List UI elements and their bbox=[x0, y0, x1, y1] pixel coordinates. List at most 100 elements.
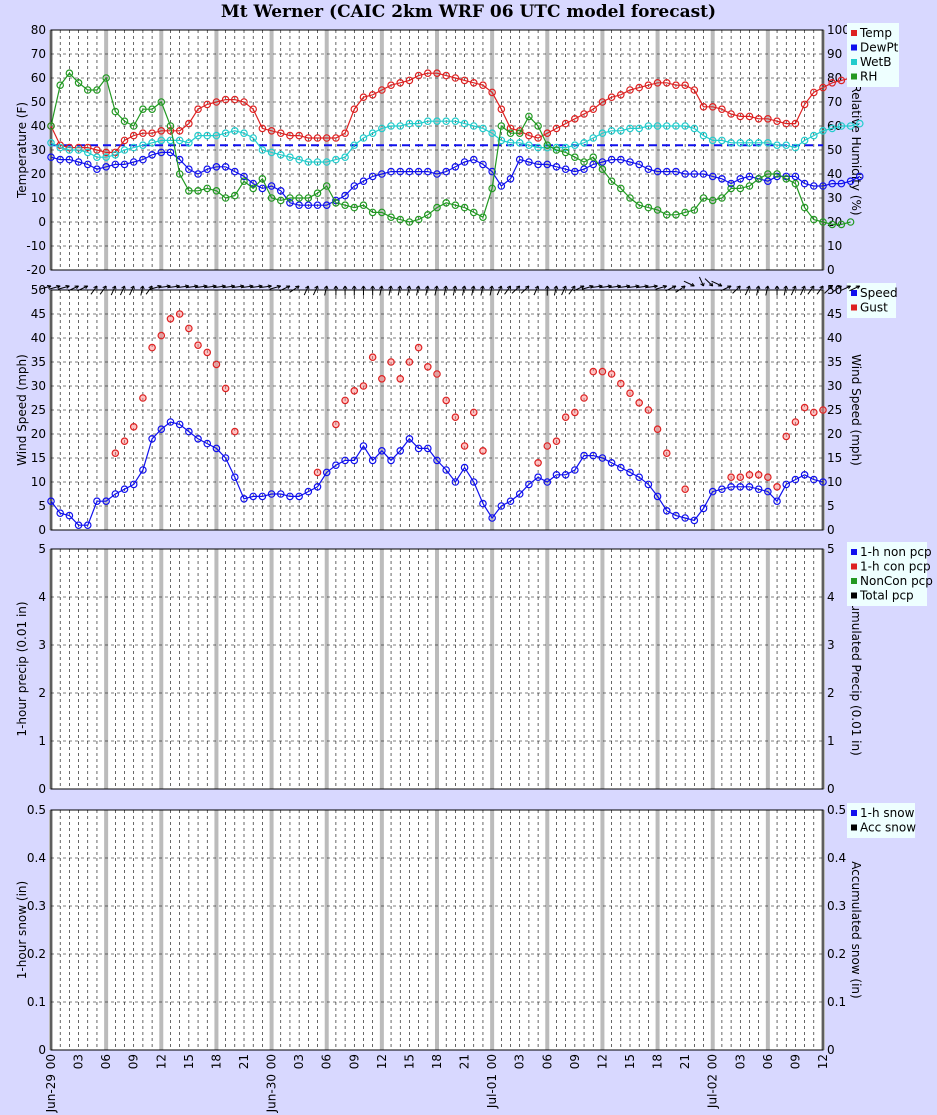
wind-barb-head bbox=[792, 285, 796, 289]
wind-barb-head bbox=[326, 285, 329, 290]
data-point bbox=[332, 199, 340, 207]
y2-axis-label: Wind Speed (mph) bbox=[849, 354, 863, 466]
data-point bbox=[460, 76, 469, 85]
legend-entry: Total pcp bbox=[859, 589, 914, 603]
wind-barb bbox=[824, 285, 833, 294]
data-point bbox=[552, 163, 561, 171]
data-point bbox=[525, 131, 533, 140]
data-point bbox=[350, 386, 359, 395]
data-point bbox=[561, 148, 570, 157]
data-point bbox=[442, 167, 450, 176]
wind-barb-head bbox=[755, 285, 760, 289]
data-point bbox=[166, 148, 175, 157]
data-point bbox=[194, 170, 202, 178]
x-tick-label: 12 bbox=[595, 1054, 609, 1069]
data-point bbox=[552, 146, 561, 154]
data-point bbox=[249, 492, 257, 501]
data-point bbox=[83, 86, 92, 94]
wind-barb-head bbox=[388, 285, 392, 289]
data-point bbox=[598, 129, 607, 138]
data-point bbox=[773, 141, 781, 150]
data-point bbox=[221, 454, 230, 462]
y-tick-label: 10 bbox=[31, 191, 46, 205]
data-point bbox=[313, 482, 322, 491]
data-point bbox=[745, 139, 754, 147]
wind-barb bbox=[241, 285, 254, 289]
data-point bbox=[304, 487, 313, 496]
wind-barb bbox=[388, 285, 392, 296]
data-point bbox=[773, 482, 781, 491]
data-point bbox=[322, 201, 331, 210]
data-point bbox=[350, 141, 359, 150]
data-point bbox=[203, 100, 212, 109]
y-tick-label: 2 bbox=[38, 686, 46, 700]
data-point bbox=[221, 129, 230, 138]
data-point bbox=[231, 127, 239, 135]
wind-barb bbox=[590, 285, 603, 289]
data-point bbox=[212, 131, 221, 140]
wind-barb bbox=[140, 285, 144, 296]
series-wetb bbox=[47, 117, 864, 166]
data-point bbox=[166, 122, 175, 130]
wind-barb bbox=[807, 285, 815, 295]
data-point bbox=[442, 117, 450, 126]
series-line bbox=[50, 72, 851, 225]
wind-barb-head bbox=[728, 285, 732, 290]
legend-swatch bbox=[851, 578, 857, 584]
wind-panel: 0510152025303540455005101520253035404550… bbox=[15, 283, 898, 537]
legend-swatch bbox=[851, 304, 857, 311]
x-tick-label: 00 bbox=[706, 1054, 720, 1069]
data-point bbox=[681, 514, 689, 522]
data-point bbox=[754, 470, 763, 479]
data-point bbox=[800, 470, 809, 479]
data-point bbox=[378, 124, 386, 133]
data-point bbox=[295, 201, 303, 210]
data-point bbox=[368, 353, 377, 362]
wind-barb-head bbox=[370, 285, 374, 290]
data-point bbox=[699, 170, 708, 178]
data-point bbox=[479, 160, 487, 169]
data-point bbox=[515, 490, 524, 498]
data-point bbox=[561, 165, 570, 174]
y2-tick-label: 40 bbox=[827, 167, 842, 181]
data-point bbox=[497, 136, 506, 145]
y-tick-label: 0 bbox=[38, 782, 46, 796]
wind-barb-head bbox=[783, 285, 787, 289]
x-date-label: Jul-02 bbox=[706, 1074, 720, 1109]
data-point bbox=[635, 83, 643, 92]
data-point bbox=[626, 86, 634, 94]
wind-barb bbox=[222, 285, 235, 289]
data-point bbox=[791, 475, 800, 484]
data-point bbox=[488, 88, 496, 97]
data-point bbox=[267, 148, 276, 157]
data-point bbox=[102, 153, 110, 162]
data-point bbox=[690, 206, 699, 214]
legend-box bbox=[847, 542, 927, 606]
x-date-label: Jun-30 bbox=[265, 1074, 279, 1113]
x-tick-label: 18 bbox=[430, 1054, 444, 1069]
data-point bbox=[764, 139, 772, 147]
wind-barb bbox=[39, 285, 52, 290]
data-point bbox=[543, 442, 552, 450]
wind-barb-head bbox=[663, 285, 668, 289]
data-point bbox=[506, 129, 515, 138]
wind-barb-head bbox=[114, 285, 117, 290]
wind-barb-head bbox=[353, 285, 357, 290]
wind-barb-head bbox=[57, 285, 61, 289]
data-point bbox=[543, 160, 552, 169]
data-point bbox=[111, 148, 120, 157]
data-point bbox=[56, 141, 64, 150]
data-point bbox=[304, 201, 313, 210]
data-point bbox=[800, 203, 809, 212]
wind-barb bbox=[765, 285, 769, 296]
y-tick-label: 20 bbox=[31, 427, 46, 441]
data-point bbox=[607, 177, 616, 186]
data-point bbox=[111, 151, 120, 159]
data-point bbox=[240, 172, 248, 181]
wind-barb bbox=[312, 285, 318, 296]
data-point bbox=[718, 105, 726, 114]
data-point bbox=[479, 213, 487, 222]
data-point bbox=[359, 442, 368, 450]
wind-barb-head bbox=[480, 285, 484, 289]
data-point bbox=[433, 203, 441, 212]
